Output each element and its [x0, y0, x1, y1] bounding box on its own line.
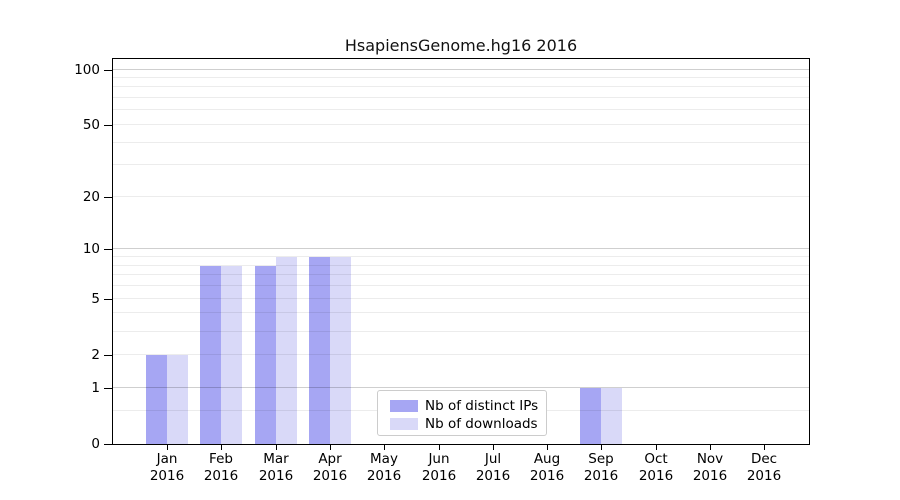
legend-label-downloads: Nb of downloads	[425, 416, 538, 432]
x-tick-label-jun: Jun 2016	[407, 451, 471, 485]
x-tick-label-dec: Dec 2016	[732, 451, 796, 485]
x-tick	[167, 445, 168, 450]
chart-title: HsapiensGenome.hg16 2016	[344, 36, 578, 55]
bar-sep-s1	[601, 388, 622, 444]
x-tick-month: Feb	[209, 451, 233, 467]
x-tick	[493, 445, 494, 450]
x-tick-label-apr: Apr 2016	[298, 451, 362, 485]
x-tick-month: Sep	[588, 451, 614, 467]
x-tick-month: Jul	[484, 451, 502, 467]
x-tick-year: 2016	[746, 468, 782, 484]
x-tick-label-aug: Aug 2016	[515, 451, 579, 485]
x-tick-year: 2016	[366, 468, 402, 484]
x-tick-label-may: May 2016	[352, 451, 416, 485]
x-tick	[710, 445, 711, 450]
x-tick-month: Apr	[318, 451, 342, 467]
x-tick	[656, 445, 657, 450]
x-tick	[601, 445, 602, 450]
legend-label-distinct-ips: Nb of distinct IPs	[425, 398, 539, 414]
bar-sep-s0	[580, 388, 601, 444]
y-tick	[104, 299, 112, 300]
y-tick	[104, 70, 112, 71]
y-tick	[104, 197, 112, 198]
x-tick-month: Jan	[156, 451, 178, 467]
gridline-minor	[113, 97, 809, 98]
legend-entry-distinct-ips: Nb of distinct IPs	[390, 398, 538, 414]
gridline-minor	[113, 77, 809, 78]
gridline-minor	[113, 86, 809, 87]
gridline-minor	[113, 142, 809, 143]
x-tick-label-feb: Feb 2016	[189, 451, 253, 485]
legend: Nb of distinct IPs Nb of downloads	[377, 390, 547, 436]
x-tick-year: 2016	[529, 468, 565, 484]
x-tick-year: 2016	[638, 468, 674, 484]
gridline-minor	[113, 164, 809, 165]
y-tick-label: 5	[91, 291, 100, 307]
legend-swatch-downloads	[390, 418, 418, 430]
x-tick-year: 2016	[692, 468, 728, 484]
x-tick-label-jul: Jul 2016	[461, 451, 525, 485]
x-tick-label-jan: Jan 2016	[135, 451, 199, 485]
y-tick-label: 10	[82, 241, 100, 257]
y-tick	[104, 444, 112, 445]
x-tick-month: Oct	[644, 451, 668, 467]
y-tick-label: 2	[91, 347, 100, 363]
x-tick-month: Mar	[263, 451, 289, 467]
legend-entry-downloads: Nb of downloads	[390, 416, 538, 432]
x-tick-year: 2016	[583, 468, 619, 484]
y-tick	[104, 388, 112, 389]
bar-mar-s1	[276, 257, 297, 444]
x-tick-month: Nov	[696, 451, 724, 467]
y-tick	[104, 249, 112, 250]
gridline-major	[113, 248, 809, 249]
x-tick-year: 2016	[475, 468, 511, 484]
x-tick-year: 2016	[258, 468, 294, 484]
x-tick-month: Dec	[750, 451, 778, 467]
gridline-minor	[113, 109, 809, 110]
bar-jan-s0	[146, 355, 167, 444]
x-tick-month: Aug	[533, 451, 561, 467]
x-tick	[439, 445, 440, 450]
x-tick	[276, 445, 277, 450]
bar-jan-s1	[167, 355, 188, 444]
bar-apr-s1	[330, 257, 351, 444]
gridline-major	[113, 69, 809, 70]
x-tick	[547, 445, 548, 450]
y-tick-label: 20	[82, 189, 100, 205]
x-tick	[221, 445, 222, 450]
y-tick-label: 50	[82, 117, 100, 133]
x-tick-year: 2016	[421, 468, 457, 484]
x-tick-year: 2016	[203, 468, 239, 484]
x-tick-label-sep: Sep 2016	[569, 451, 633, 485]
bar-mar-s0	[255, 266, 276, 444]
gridline-minor	[113, 196, 809, 197]
y-tick-label: 0	[91, 436, 100, 452]
x-tick	[764, 445, 765, 450]
gridline-minor	[113, 256, 809, 257]
x-tick	[330, 445, 331, 450]
x-tick-label-mar: Mar 2016	[244, 451, 308, 485]
x-tick-month: May	[370, 451, 398, 467]
y-tick-label: 100	[74, 62, 100, 78]
x-tick-year: 2016	[312, 468, 348, 484]
x-tick-label-nov: Nov 2016	[678, 451, 742, 485]
y-tick	[104, 355, 112, 356]
x-tick-month: Jun	[428, 451, 450, 467]
bar-apr-s0	[309, 257, 330, 444]
bar-feb-s0	[200, 266, 221, 444]
x-tick-label-oct: Oct 2016	[624, 451, 688, 485]
bar-feb-s1	[221, 266, 242, 444]
y-tick	[104, 125, 112, 126]
x-tick	[384, 445, 385, 450]
plot-area	[112, 58, 810, 445]
x-tick-year: 2016	[149, 468, 185, 484]
legend-swatch-distinct-ips	[390, 400, 418, 412]
y-tick-label: 1	[91, 380, 100, 396]
gridline-minor	[113, 124, 809, 125]
